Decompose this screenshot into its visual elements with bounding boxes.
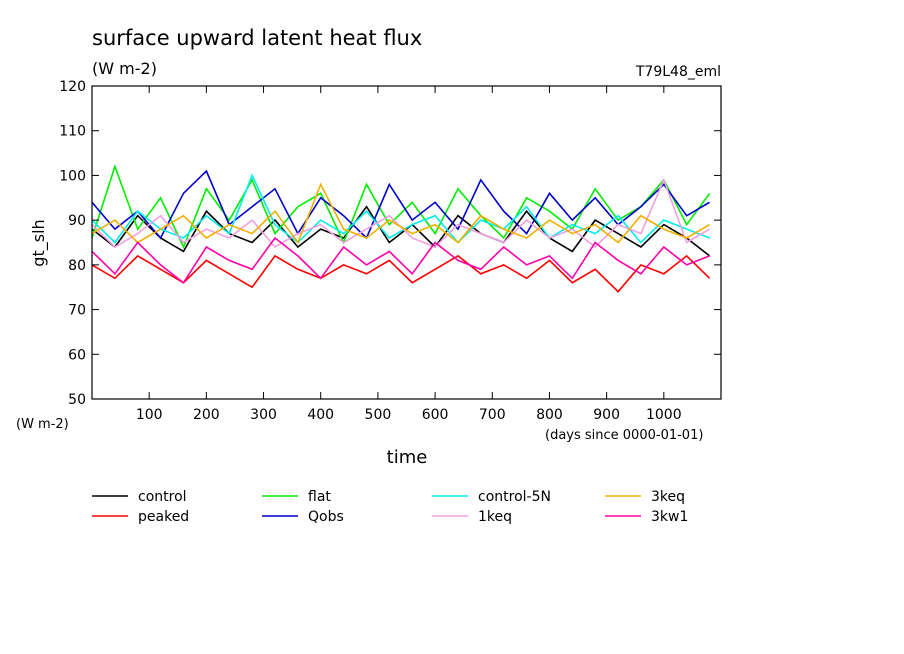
y-axis-label: gt_slh <box>29 219 49 266</box>
y-tick-label: 70 <box>68 303 86 319</box>
legend-label: 1keq <box>478 509 512 525</box>
legend-label: flat <box>308 489 331 505</box>
y-tick-label: 50 <box>68 392 86 408</box>
run-label: T79L48_eml <box>635 64 721 80</box>
series-line <box>92 169 711 240</box>
legend-label: 3kw1 <box>651 509 688 525</box>
legend-label: control <box>138 489 187 505</box>
y-tick-label: 90 <box>68 213 86 229</box>
y-tick-label: 80 <box>68 258 86 274</box>
plot-lines <box>92 164 711 293</box>
y-axis-units: (W m-2) <box>16 417 69 432</box>
y-tick-label: 100 <box>59 168 86 184</box>
y-tick-label: 110 <box>59 124 86 140</box>
plot-frame <box>91 85 722 400</box>
x-tick-label: 100 <box>136 407 163 423</box>
x-tick-label: 1000 <box>646 407 682 423</box>
x-axis-units: (days since 0000-01-01) <box>545 428 703 443</box>
chart-title: surface upward latent heat flux <box>92 26 422 50</box>
series-line <box>92 254 711 293</box>
units: (W m-2) <box>92 59 157 78</box>
x-tick-label: 200 <box>193 407 220 423</box>
x-tick-label: 400 <box>307 407 334 423</box>
x-tick-label: 600 <box>422 407 449 423</box>
legend-label: peaked <box>138 509 189 525</box>
legend-label: Qobs <box>308 509 344 525</box>
series-line <box>92 205 711 257</box>
x-tick-label: 500 <box>365 407 392 423</box>
x-tick-label: 800 <box>536 407 563 423</box>
x-tick-label: 900 <box>593 407 620 423</box>
series-line <box>92 236 710 284</box>
y-tick-label: 120 <box>59 79 86 95</box>
legend-label: 3keq <box>651 489 685 505</box>
x-axis-label: time <box>387 447 428 468</box>
x-tick-label: 300 <box>250 407 277 423</box>
series-line <box>92 164 711 250</box>
series-line <box>92 182 711 245</box>
y-tick-label: 60 <box>68 347 86 363</box>
legend-label: control-5N <box>478 489 551 505</box>
x-tick-label: 700 <box>479 407 506 423</box>
